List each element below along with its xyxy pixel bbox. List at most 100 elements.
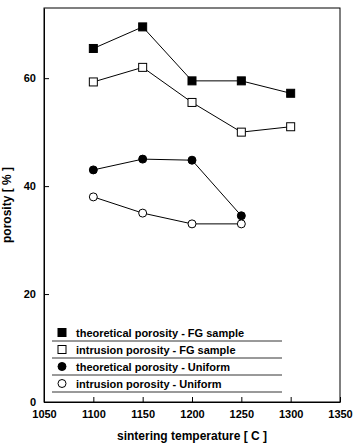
y-tick-label: 60 (24, 72, 36, 84)
chart: 1050 1100 1150 1200 1250 1300 1350 0 20 40 60 theor… (0, 0, 364, 448)
data-point (139, 63, 147, 71)
x-tick-mark (340, 397, 341, 402)
x-tick-mark (192, 397, 193, 402)
y-tick: 0 (30, 396, 49, 408)
marker-group (237, 212, 245, 220)
x-tick: 1300 (279, 397, 303, 420)
marker-group (139, 23, 147, 31)
marker-group (89, 78, 97, 86)
marker-group (188, 77, 196, 85)
data-point (237, 212, 245, 220)
x-tick: 1100 (82, 397, 106, 420)
marker-group (237, 128, 245, 136)
x-tick: 1150 (131, 397, 155, 420)
y-tick-label: 0 (30, 396, 36, 408)
x-tick-label: 1250 (230, 408, 254, 420)
marker-group (287, 123, 295, 131)
marker-group (139, 155, 147, 163)
legend-symbol (58, 329, 66, 337)
data-point (237, 220, 245, 228)
x-tick-mark (93, 397, 94, 402)
marker-group (237, 77, 245, 85)
data-point (188, 77, 196, 85)
data-point (188, 220, 196, 228)
data-point (89, 44, 97, 52)
x-tick-label: 1050 (32, 408, 56, 420)
data-point (287, 123, 295, 131)
y-tick-label: 20 (24, 288, 36, 300)
x-tick-label: 1300 (279, 408, 303, 420)
marker-group (188, 156, 196, 164)
legend-label: intrusion porosity - Uniform (76, 378, 222, 390)
legend-symbol (58, 346, 66, 354)
data-point (188, 156, 196, 164)
y-axis-title: porosity [ % ] (0, 167, 14, 243)
y-axis-line (44, 9, 45, 403)
legend-entry: theoretical porosity - FG sample (52, 327, 282, 342)
y-axis: 0 20 40 60 (24, 9, 49, 409)
series-line (93, 27, 290, 93)
legend-entry: theoretical porosity - Uniform (52, 361, 282, 376)
marker-group (89, 166, 97, 174)
legend-entry: intrusion porosity - FG sample (52, 344, 282, 359)
x-tick-label: 1100 (82, 408, 106, 420)
legend-symbol (58, 380, 66, 388)
legend-rule (52, 375, 282, 376)
x-axis-line (45, 402, 341, 403)
data-layer (89, 23, 294, 228)
x-tick-mark (291, 397, 292, 402)
marker-group (139, 63, 147, 71)
x-tick-label: 1200 (180, 408, 204, 420)
legend-entry: intrusion porosity - Uniform (52, 378, 282, 393)
legend-rule (52, 358, 282, 359)
y-tick-label: 40 (24, 180, 36, 192)
legend-rule (52, 341, 282, 342)
legend: theoretical porosity - FG sample intrusio… (52, 327, 282, 393)
x-tick: 1350 (328, 397, 352, 420)
data-point (287, 89, 295, 97)
x-tick-mark (143, 397, 144, 402)
x-axis-title: sintering temperature [ C ] (117, 429, 267, 443)
legend-marker (58, 380, 66, 388)
x-tick-label: 1350 (328, 408, 352, 420)
legend-marker (58, 346, 66, 354)
data-point (139, 209, 147, 217)
marker-group (89, 193, 97, 201)
y-tick-mark (44, 186, 49, 187)
plot-area: 1050 1100 1150 1200 1250 1300 1350 0 20 40 60 theor… (24, 8, 353, 420)
x-tick: 1200 (180, 397, 204, 420)
marker-group (89, 44, 97, 52)
y-tick: 20 (24, 288, 49, 300)
legend-rule (52, 392, 282, 393)
marker-group (188, 98, 196, 106)
data-point (139, 155, 147, 163)
y-tick-mark (44, 78, 49, 79)
legend-label: theoretical porosity - FG sample (76, 327, 244, 339)
y-tick-mark (44, 402, 49, 403)
legend-marker (58, 329, 66, 337)
y-tick: 60 (24, 72, 49, 84)
marker-group (287, 89, 295, 97)
x-tick-mark (241, 397, 242, 402)
legend-marker (58, 363, 66, 371)
series-line (93, 197, 241, 224)
y-tick-mark (44, 294, 49, 295)
marker-group (188, 220, 196, 228)
data-point (139, 23, 147, 31)
data-point (237, 128, 245, 136)
data-point (188, 98, 196, 106)
legend-label: theoretical porosity - Uniform (76, 361, 230, 373)
y-tick: 40 (24, 180, 49, 192)
marker-group (139, 209, 147, 217)
x-axis: 1050 1100 1150 1200 1250 1300 1350 (32, 397, 352, 420)
data-point (89, 78, 97, 86)
data-point (237, 77, 245, 85)
legend-label: intrusion porosity - FG sample (76, 344, 236, 356)
series-line (93, 159, 241, 216)
x-tick-label: 1150 (131, 408, 155, 420)
data-point (89, 166, 97, 174)
series-line (93, 67, 290, 132)
x-tick: 1250 (230, 397, 254, 420)
legend-symbol (58, 363, 66, 371)
marker-group (237, 220, 245, 228)
